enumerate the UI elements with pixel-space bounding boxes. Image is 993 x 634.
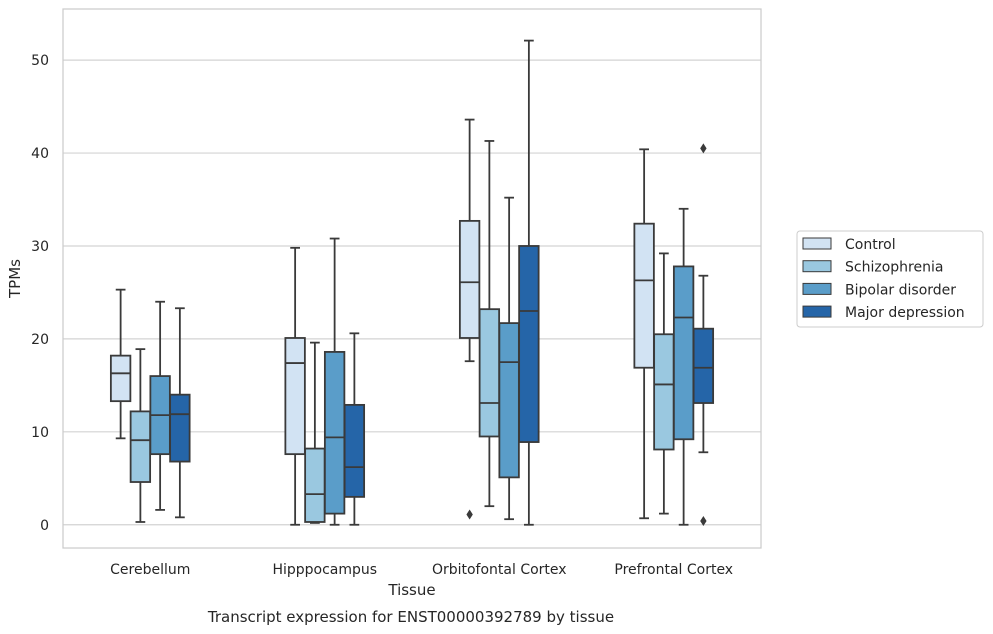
legend-frame <box>796 230 984 328</box>
legend-swatch <box>802 237 832 250</box>
legend-swatch <box>802 282 832 295</box>
legend-label: Bipolar disorder <box>845 282 956 298</box>
outlier-point <box>700 516 707 527</box>
legend-label: Major depression <box>845 305 965 321</box>
legend: Control Schizophrenia Bipolar disorder Majo… <box>796 230 984 328</box>
box <box>653 333 675 451</box>
box <box>129 410 152 483</box>
box <box>633 222 655 369</box>
box <box>498 322 520 479</box>
box-plot <box>458 118 481 520</box>
box <box>458 219 481 339</box>
box-plot <box>518 39 540 526</box>
outlier-point <box>700 143 707 154</box>
y-tick-label: 30 <box>31 239 49 255</box>
box-plot <box>109 288 132 440</box>
x-tick-label: Hipppocampus <box>272 562 377 578</box>
box-plot <box>323 237 346 526</box>
box <box>672 265 695 441</box>
box-plot <box>478 140 501 508</box>
chart-title: Transcript expression for ENST0000039278… <box>207 608 614 626</box>
plot-frame <box>62 8 762 549</box>
box <box>343 403 366 498</box>
box-plot <box>343 332 366 526</box>
legend-swatch <box>802 305 832 318</box>
legend-swatch <box>802 260 832 273</box>
box <box>284 337 306 456</box>
box-plot <box>149 300 171 511</box>
box-plots <box>109 39 715 527</box>
box-plot <box>284 246 306 526</box>
outlier-point <box>466 509 473 520</box>
box <box>169 393 191 463</box>
box-plot <box>498 196 520 521</box>
x-axis-ticks: Cerebellum Hipppocampus Orbitofontal Corte… <box>110 562 733 578</box>
box-plot <box>129 348 152 523</box>
legend-label: Control <box>845 237 896 253</box>
box <box>323 351 346 515</box>
box <box>518 245 540 443</box>
y-axis-label: TPMs <box>6 259 24 299</box>
x-tick-label: Prefrontal Cortex <box>614 562 733 578</box>
box <box>692 327 715 404</box>
y-tick-label: 50 <box>31 53 49 69</box>
box-plot <box>692 143 715 527</box>
y-tick-label: 20 <box>31 332 49 348</box>
box-plot <box>633 148 655 520</box>
y-tick-label: 40 <box>31 146 49 162</box>
y-axis-ticks: 0 10 20 30 40 50 <box>31 53 49 534</box>
box <box>478 308 501 438</box>
box <box>304 447 326 523</box>
x-tick-label: Cerebellum <box>110 562 190 578</box>
y-tick-label: 0 <box>40 518 49 534</box>
y-tick-label: 10 <box>31 425 49 441</box>
box <box>109 354 132 403</box>
x-axis-label: Tissue <box>387 581 435 599</box>
box-plot <box>304 341 326 524</box>
box-plot <box>653 252 675 515</box>
box-plot <box>169 307 191 519</box>
legend-label: Schizophrenia <box>845 260 943 276</box>
box-plot <box>672 207 695 526</box>
gridlines <box>63 59 761 526</box>
x-tick-label: Orbitofontal Cortex <box>432 562 567 578</box>
